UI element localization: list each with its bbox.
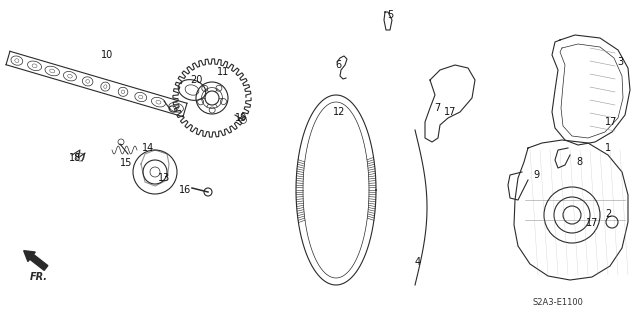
Text: 1: 1 — [605, 143, 611, 153]
FancyArrow shape — [24, 251, 48, 271]
Text: FR.: FR. — [30, 272, 48, 282]
Text: 3: 3 — [617, 57, 623, 67]
Text: 16: 16 — [179, 185, 191, 195]
Text: S2A3-E1100: S2A3-E1100 — [532, 298, 584, 307]
Text: 17: 17 — [605, 117, 617, 127]
Text: 5: 5 — [387, 10, 393, 20]
Text: 6: 6 — [335, 60, 341, 70]
Text: 18: 18 — [69, 153, 81, 163]
Text: 4: 4 — [415, 257, 421, 267]
Text: 10: 10 — [101, 50, 113, 60]
Text: 8: 8 — [576, 157, 582, 167]
Text: 15: 15 — [120, 158, 132, 168]
Text: 17: 17 — [444, 107, 456, 117]
Text: 20: 20 — [190, 75, 202, 85]
Text: 2: 2 — [605, 209, 611, 219]
Text: 12: 12 — [333, 107, 345, 117]
Text: 17: 17 — [586, 218, 598, 228]
Text: 7: 7 — [434, 103, 440, 113]
Text: 14: 14 — [142, 143, 154, 153]
Text: 11: 11 — [217, 67, 229, 77]
Text: 9: 9 — [533, 170, 539, 180]
Text: 13: 13 — [158, 173, 170, 183]
Text: 19: 19 — [235, 113, 247, 123]
